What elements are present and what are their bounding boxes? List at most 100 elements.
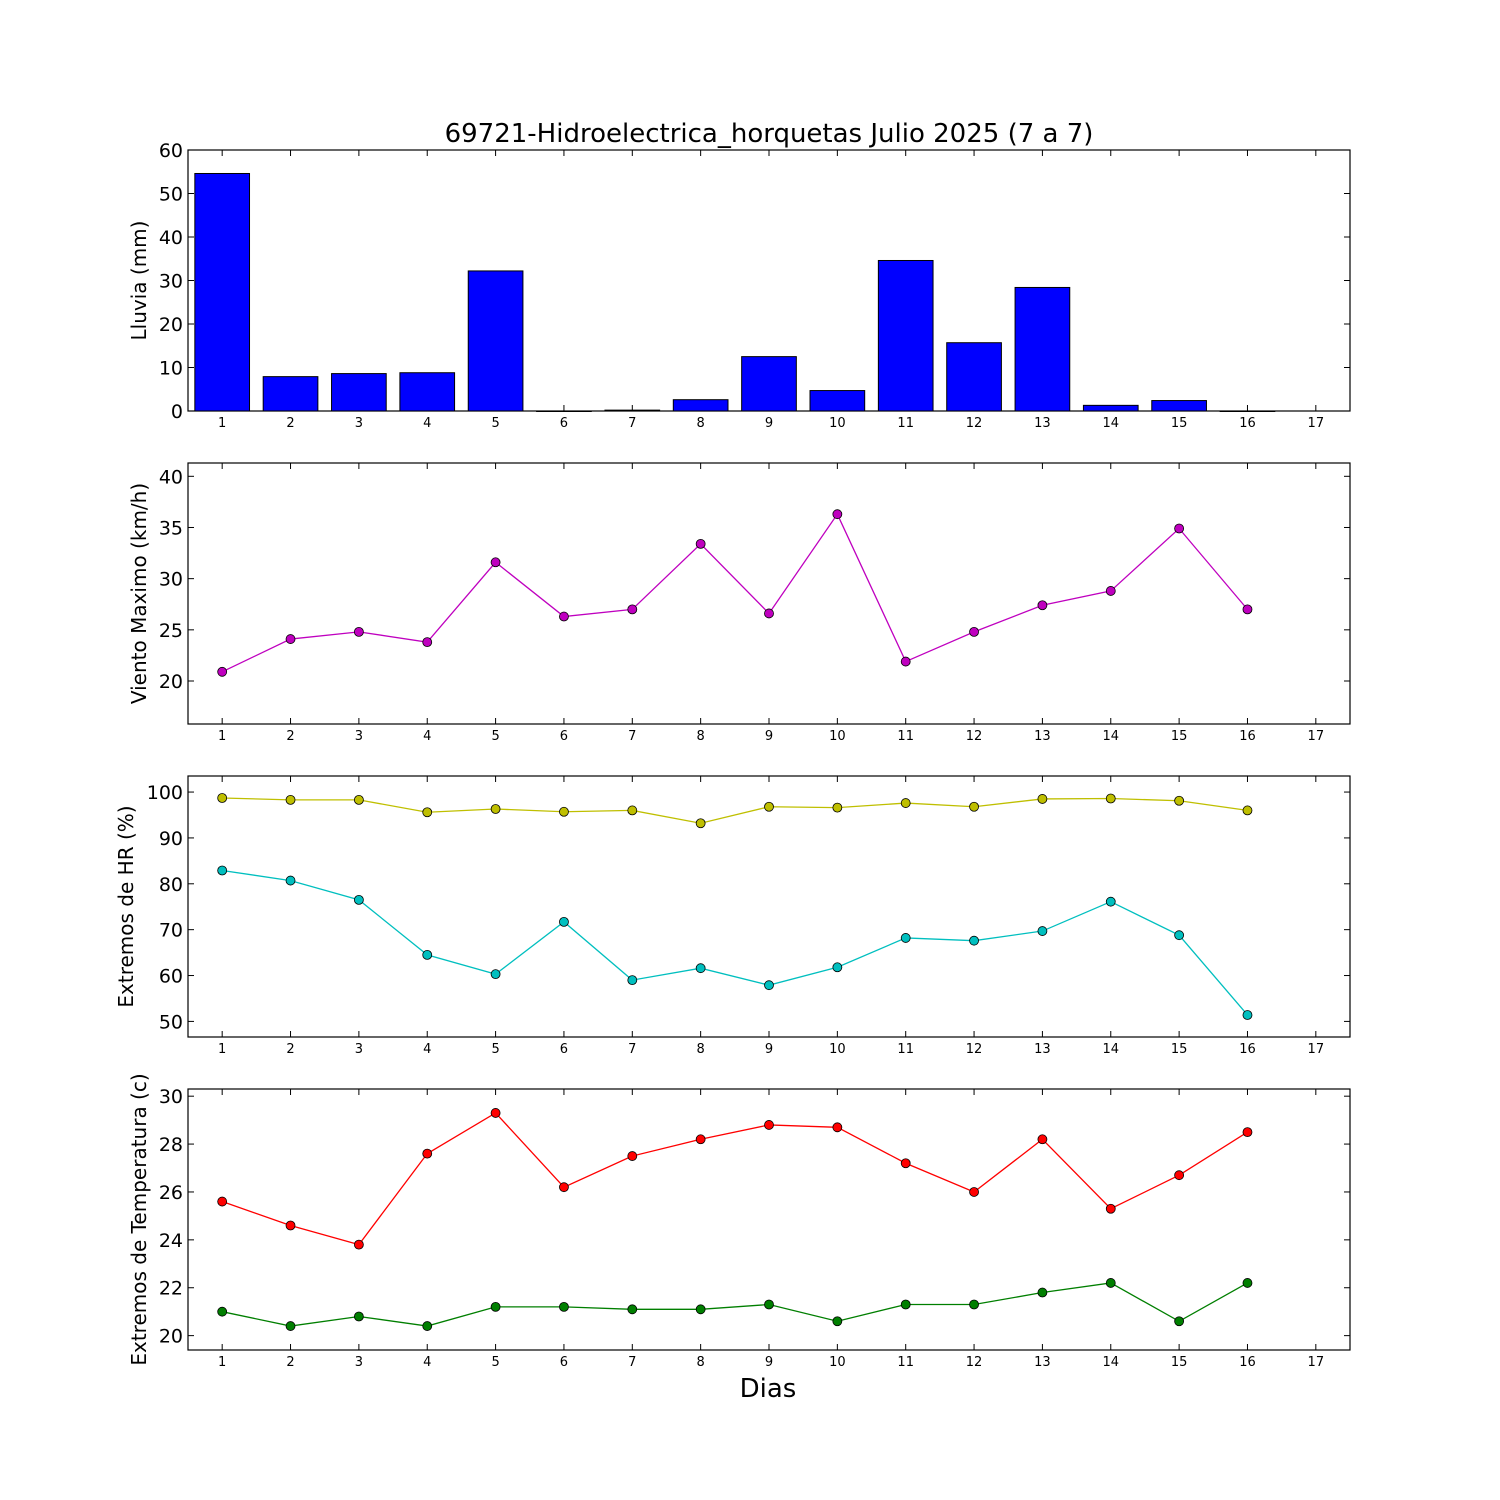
y-tick-label: 20 (159, 671, 183, 693)
chart-panel-1: 69721-Hidroelectrica_horquetas Julio 202… (127, 119, 1351, 431)
data-point (422, 1321, 433, 1331)
data-point (422, 637, 433, 648)
x-tick-label: 5 (491, 416, 499, 431)
x-tick-label: 1 (218, 1355, 226, 1370)
x-tick-label: 3 (355, 1042, 363, 1057)
x-tick-label: 12 (966, 1355, 983, 1370)
y-tick-label: 80 (159, 874, 183, 896)
data-point (353, 1311, 364, 1322)
data-point (900, 656, 911, 667)
data-point (422, 1148, 433, 1159)
data-point (490, 804, 501, 814)
data-point (353, 894, 364, 905)
y-axis-label: Lluvia (mm) (127, 221, 151, 341)
data-point (1174, 795, 1185, 806)
y-tick-label: 20 (159, 314, 183, 336)
data-point (285, 634, 296, 644)
y-tick-label: 28 (159, 1134, 183, 1156)
series-line-2 (222, 869, 1248, 1016)
bar (1151, 400, 1207, 412)
x-tick-label: 1 (218, 1042, 226, 1057)
bar (604, 409, 661, 412)
data-point (559, 806, 569, 817)
bar (809, 390, 866, 412)
data-point (1242, 805, 1253, 816)
x-tick-label: 9 (765, 1355, 773, 1370)
data-point (1105, 896, 1116, 907)
x-tick-label: 10 (829, 1355, 846, 1370)
x-tick-label: 16 (1239, 416, 1256, 431)
y-tick-label: 40 (159, 227, 183, 249)
data-point (1037, 1287, 1048, 1298)
data-point (969, 1187, 979, 1197)
series-line-1 (221, 512, 1248, 673)
data-point (627, 604, 638, 615)
x-tick-label: 16 (1239, 1042, 1256, 1057)
x-tick-label: 4 (423, 1355, 431, 1370)
data-point (490, 1301, 501, 1312)
x-tick-label: 11 (897, 1355, 914, 1370)
x-tick-label: 14 (1102, 729, 1119, 744)
data-point (695, 1134, 706, 1145)
x-tick-label: 14 (1102, 1355, 1119, 1370)
y-tick-label: 0 (171, 401, 183, 423)
data-point (764, 1299, 774, 1310)
x-tick-label: 13 (1034, 1042, 1051, 1057)
y-axis-label: Viento Maximo (km/h) (127, 483, 151, 704)
x-tick-label: 4 (423, 729, 431, 744)
x-tick-label: 6 (560, 729, 568, 744)
data-point (285, 794, 296, 805)
data-point (832, 1316, 843, 1327)
data-point (285, 1321, 296, 1331)
bar (194, 172, 251, 412)
bar (536, 410, 592, 412)
data-point (900, 1299, 911, 1310)
data-point (1174, 1170, 1185, 1181)
y-tick-label: 35 (159, 517, 183, 539)
data-point (764, 980, 774, 991)
bar (741, 356, 797, 412)
data-point (217, 666, 228, 677)
x-tick-label: 14 (1102, 416, 1119, 431)
data-point (559, 1182, 569, 1193)
bar (946, 342, 1002, 412)
x-tick-label: 9 (765, 416, 773, 431)
x-tick-label: 15 (1171, 416, 1188, 431)
x-tick-label: 7 (628, 729, 636, 744)
data-point (217, 793, 228, 803)
data-point (627, 975, 638, 986)
y-axis-label: Extremos de HR (%) (114, 805, 138, 1007)
bar (262, 376, 319, 412)
x-tick-label: 3 (355, 1355, 363, 1370)
plot-frame (187, 462, 1351, 725)
x-tick-label: 15 (1171, 729, 1188, 744)
x-tick-label: 6 (560, 1355, 568, 1370)
x-tick-label: 2 (286, 1042, 294, 1057)
data-point (764, 1120, 774, 1130)
x-tick-label: 4 (423, 416, 431, 431)
y-axis-label: Extremos de Temperatura (c) (127, 1073, 151, 1365)
y-tick-label: 30 (159, 271, 183, 293)
bar (1014, 286, 1071, 412)
x-tick-label: 7 (628, 1355, 636, 1370)
y-tick-label: 24 (159, 1230, 183, 1252)
data-point (969, 935, 979, 946)
x-tick-label: 11 (897, 729, 914, 744)
y-tick-label: 40 (159, 466, 183, 488)
x-tick-label: 8 (697, 416, 705, 431)
data-point (422, 807, 433, 818)
x-tick-label: 17 (1308, 1042, 1325, 1057)
x-tick-label: 8 (697, 729, 705, 744)
y-tick-label: 50 (159, 184, 183, 206)
x-tick-label: 17 (1308, 416, 1325, 431)
data-point (1242, 1278, 1253, 1288)
x-tick-label: 8 (697, 1355, 705, 1370)
x-tick-label: 2 (286, 729, 294, 744)
data-point (559, 916, 569, 927)
data-point (1174, 523, 1185, 534)
data-point (353, 626, 364, 637)
bar (672, 399, 729, 412)
data-point (422, 949, 433, 960)
